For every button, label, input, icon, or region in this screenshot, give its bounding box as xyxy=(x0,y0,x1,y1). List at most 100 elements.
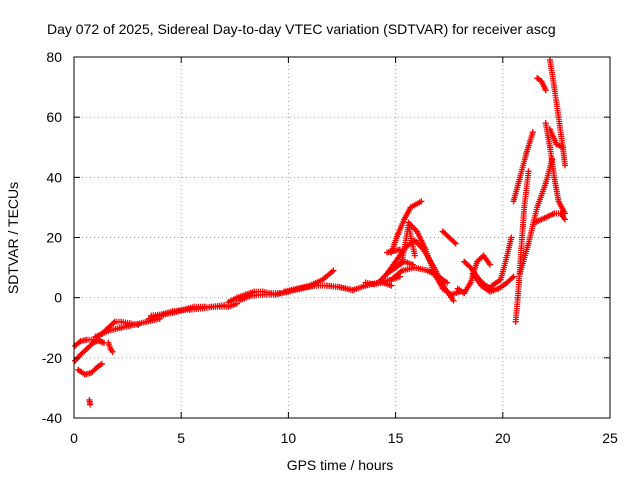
data-point xyxy=(118,324,125,331)
data-point xyxy=(88,369,95,376)
data-point xyxy=(512,318,519,325)
data-point xyxy=(467,264,474,271)
series-arc-10 xyxy=(186,300,240,313)
data-point xyxy=(534,75,541,82)
data-point xyxy=(233,300,240,307)
data-point xyxy=(561,162,568,169)
data-point xyxy=(486,288,493,295)
data-point xyxy=(199,305,206,312)
data-point xyxy=(553,141,560,148)
data-point xyxy=(225,299,232,306)
data-point xyxy=(371,281,378,288)
data-point xyxy=(508,234,515,241)
data-point xyxy=(296,285,303,292)
series-arc-34 xyxy=(546,57,568,169)
y-tick-label: -20 xyxy=(42,350,62,366)
data-point xyxy=(109,348,116,355)
data-point xyxy=(399,267,406,274)
data-point xyxy=(474,258,481,265)
data-point xyxy=(504,252,511,259)
data-point xyxy=(118,318,125,325)
series-arc-11 xyxy=(225,288,283,306)
data-point xyxy=(461,290,468,297)
data-point xyxy=(186,306,193,313)
x-tick-label: 25 xyxy=(602,430,618,446)
data-point xyxy=(551,174,558,181)
data-point xyxy=(461,258,468,265)
data-point xyxy=(546,144,553,151)
data-point xyxy=(454,285,461,292)
data-point xyxy=(480,252,487,259)
data-point xyxy=(516,174,523,181)
data-point xyxy=(561,210,568,217)
data-point xyxy=(158,311,165,318)
x-axis-label: GPS time / hours xyxy=(287,457,394,473)
data-point xyxy=(77,351,84,358)
data-point xyxy=(349,287,356,294)
x-tick-label: 20 xyxy=(495,430,511,446)
data-point xyxy=(469,270,476,277)
data-point xyxy=(83,336,90,343)
y-tick-label: 20 xyxy=(46,230,62,246)
series-arc-22 xyxy=(405,219,463,298)
data-point xyxy=(407,204,414,211)
data-point xyxy=(542,120,549,127)
y-tick-label: -40 xyxy=(42,410,62,426)
data-point xyxy=(83,345,90,352)
data-point xyxy=(446,234,453,241)
grid-layer xyxy=(74,57,610,418)
series-arc-23 xyxy=(388,264,451,286)
data-point xyxy=(401,258,408,265)
data-point xyxy=(146,315,153,322)
data-point xyxy=(525,240,532,247)
data-point xyxy=(96,338,103,345)
data-point xyxy=(311,282,318,289)
data-point xyxy=(401,216,408,223)
series-arc-36 xyxy=(546,126,566,151)
data-point xyxy=(514,294,521,301)
series-arc-07 xyxy=(92,315,163,340)
data-point xyxy=(497,276,504,283)
data-point xyxy=(538,78,545,85)
data-point xyxy=(439,285,446,292)
x-tick-label: 15 xyxy=(388,430,404,446)
data-point xyxy=(362,279,369,286)
data-point xyxy=(81,371,88,378)
series-arc-02 xyxy=(72,336,108,349)
data-point xyxy=(422,246,429,253)
data-point xyxy=(489,282,496,289)
data-point xyxy=(259,291,266,298)
data-point xyxy=(531,219,538,226)
data-point xyxy=(92,333,99,340)
data-point xyxy=(523,150,530,157)
data-point xyxy=(448,291,455,298)
data-point xyxy=(551,210,558,217)
data-point xyxy=(414,228,421,235)
data-point xyxy=(504,279,511,286)
data-point xyxy=(336,284,343,291)
data-point xyxy=(546,126,553,133)
data-point xyxy=(111,318,118,325)
data-point xyxy=(90,336,97,343)
data-point xyxy=(392,264,399,271)
data-point xyxy=(452,240,459,247)
data-point xyxy=(77,338,84,345)
chart-title: Day 072 of 2025, Sidereal Day-to-day VTE… xyxy=(47,21,556,37)
data-point xyxy=(478,282,485,289)
data-point xyxy=(246,293,253,300)
data-point xyxy=(107,345,114,352)
data-point xyxy=(212,303,219,310)
data-point xyxy=(495,285,502,292)
data-point xyxy=(525,168,532,175)
data-point xyxy=(388,276,395,283)
y-tick-label: 60 xyxy=(46,109,62,125)
data-point xyxy=(486,261,493,268)
series-arc-21 xyxy=(375,258,416,286)
data-point xyxy=(281,288,288,295)
data-point xyxy=(236,297,243,304)
series-arc-27 xyxy=(469,270,517,295)
series-marks xyxy=(281,267,337,295)
x-tick-label: 10 xyxy=(281,430,297,446)
x-tick-label: 5 xyxy=(177,430,185,446)
